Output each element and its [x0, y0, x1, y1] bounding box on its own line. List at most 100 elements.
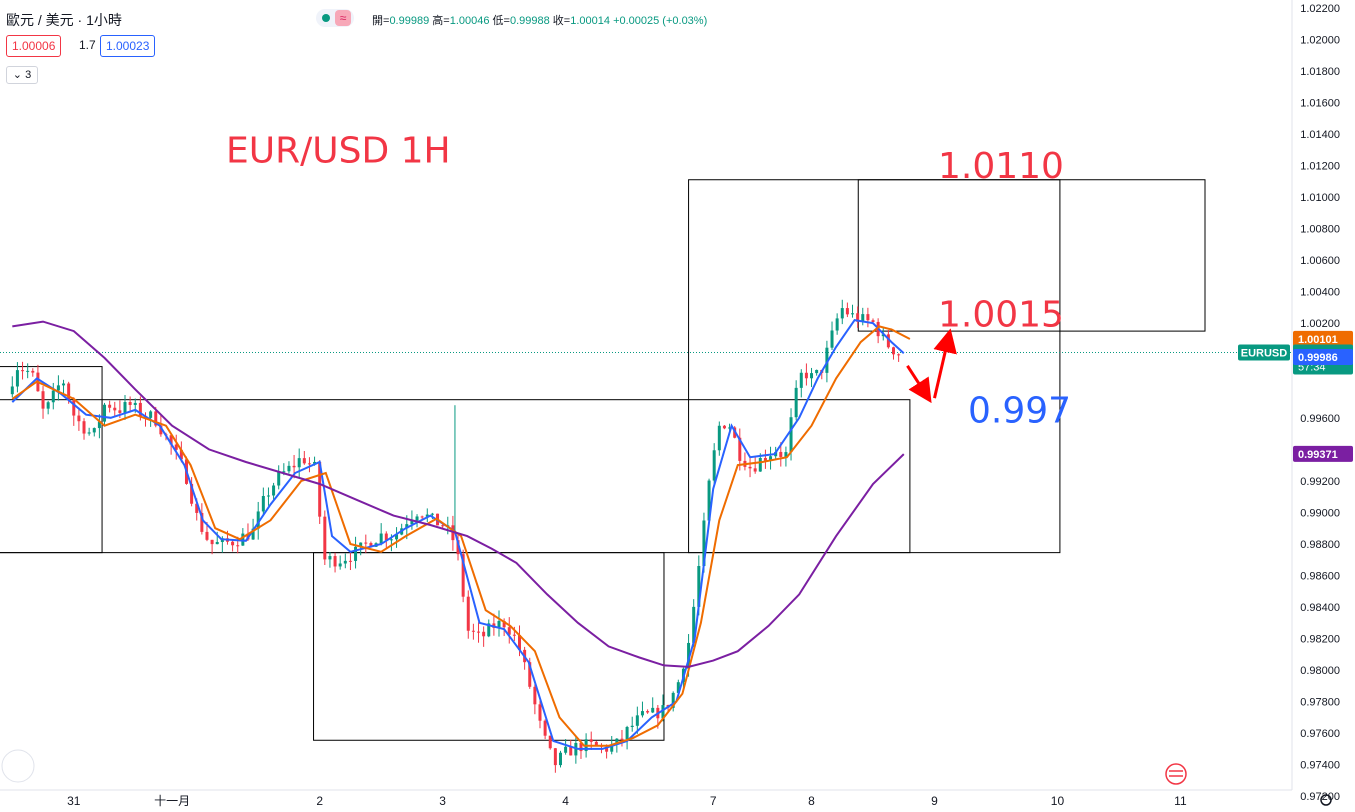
candle-body: [82, 421, 86, 434]
candle-body: [589, 739, 593, 742]
close-value: 1.00014: [570, 15, 610, 27]
candle-body: [62, 383, 66, 386]
change-value: +0.00025 (+0.03%): [613, 15, 708, 27]
candle-body: [266, 495, 270, 497]
zone-rectangle[interactable]: [0, 366, 103, 554]
low-value: 0.99988: [509, 15, 550, 27]
y-tick-label: 1.00400: [1300, 287, 1340, 299]
candle-body: [441, 525, 445, 527]
symbol-title[interactable]: 歐元 / 美元 · 1小時: [6, 12, 122, 28]
candle-body: [205, 531, 209, 540]
candle-body: [861, 314, 865, 322]
y-tick-label: 1.01600: [1300, 97, 1340, 109]
x-tick-label: 8: [808, 794, 815, 808]
annotation-text: EUR/USD 1H: [226, 130, 451, 171]
candle-body: [748, 466, 752, 469]
candle-body: [815, 369, 819, 374]
candle-body: [538, 704, 542, 721]
candle-body: [676, 682, 680, 693]
candle-body: [512, 634, 516, 636]
candle-body: [395, 534, 399, 540]
moving-average-line-1[interactable]: [11, 319, 905, 750]
annotation-text: 1.0110: [938, 146, 1064, 187]
candle-body: [466, 596, 470, 631]
candle-body: [261, 495, 265, 512]
moving-average-line-2[interactable]: [11, 325, 911, 747]
price-label: 0.99986: [1298, 352, 1338, 364]
candle-body: [712, 450, 716, 481]
open-label: 開: [372, 15, 383, 27]
x-tick-label: 11: [1174, 794, 1187, 808]
candle-body: [354, 546, 358, 561]
candle-body: [133, 402, 137, 405]
candle-body: [794, 387, 798, 418]
candle-body: [307, 463, 311, 465]
price-label-box: [1293, 348, 1353, 365]
candle-body: [123, 402, 127, 413]
price-axis-panel[interactable]: [1292, 0, 1355, 812]
zone-rectangle[interactable]: [688, 179, 1061, 554]
candle-body: [313, 461, 317, 464]
indicator-toggle[interactable]: ⌄ 3: [6, 66, 38, 84]
wave-icon[interactable]: ≈: [335, 10, 351, 26]
candle-body: [825, 347, 829, 373]
candle-body: [548, 735, 552, 749]
candle-body: [753, 468, 757, 472]
candle-body: [174, 444, 178, 450]
candle-body: [625, 727, 629, 740]
bid-button[interactable]: 1.00006: [6, 35, 62, 57]
us-flag-icon[interactable]: [1165, 763, 1187, 785]
candle-body: [195, 503, 199, 513]
gear-icon[interactable]: [1320, 794, 1332, 806]
candle-body: [128, 402, 132, 405]
chart-logo-icon[interactable]: [1, 749, 35, 783]
candle-body: [348, 560, 352, 562]
open-value: 0.99989: [389, 15, 430, 27]
candle-body: [87, 432, 91, 434]
annotation-text: 1.0015: [938, 294, 1064, 335]
y-tick-label: 0.97400: [1300, 760, 1340, 772]
candle-body: [108, 404, 112, 408]
candle-body: [113, 407, 117, 411]
y-tick-label: 1.01800: [1300, 66, 1340, 78]
annotation-arrow[interactable]: [933, 328, 957, 399]
candle-body: [241, 533, 245, 546]
market-status-pill[interactable]: ≈: [316, 9, 354, 27]
candle-body: [558, 752, 562, 766]
candle-body: [487, 623, 491, 637]
zone-rectangle[interactable]: [313, 552, 665, 741]
annotation-arrow[interactable]: [906, 364, 932, 404]
x-tick-label: 2: [316, 794, 323, 808]
candle-body: [886, 334, 890, 348]
candle-body: [287, 465, 291, 472]
x-tick-label: 7: [710, 794, 717, 808]
candle-body: [543, 720, 547, 736]
x-tick-label: 4: [562, 794, 569, 808]
close-label: 收: [552, 15, 564, 27]
candle-body: [272, 485, 276, 496]
y-tick-label: 1.02200: [1300, 3, 1340, 15]
candle-body: [697, 566, 701, 607]
candle-body: [292, 465, 296, 468]
low-label: 低: [492, 15, 504, 27]
ask-button[interactable]: 1.00023: [100, 35, 156, 57]
candle-body: [333, 556, 337, 567]
indicator-count: 3: [25, 69, 32, 81]
candle-body: [717, 425, 721, 451]
candle-body: [533, 686, 537, 705]
candle-body: [26, 370, 30, 372]
candle-body: [456, 540, 460, 555]
candle-body: [41, 391, 45, 409]
moving-average-line-3[interactable]: [12, 320, 905, 668]
price-label: 1.00101: [1298, 334, 1338, 346]
candle-body: [430, 513, 434, 515]
candle-body: [138, 402, 142, 417]
candle-body: [236, 545, 240, 547]
candle-body: [318, 461, 322, 517]
candle-body: [651, 707, 655, 713]
candle-body: [323, 516, 327, 560]
candle-body: [763, 457, 767, 461]
zone-rectangle[interactable]: [857, 179, 1206, 332]
candle-body: [103, 404, 107, 422]
